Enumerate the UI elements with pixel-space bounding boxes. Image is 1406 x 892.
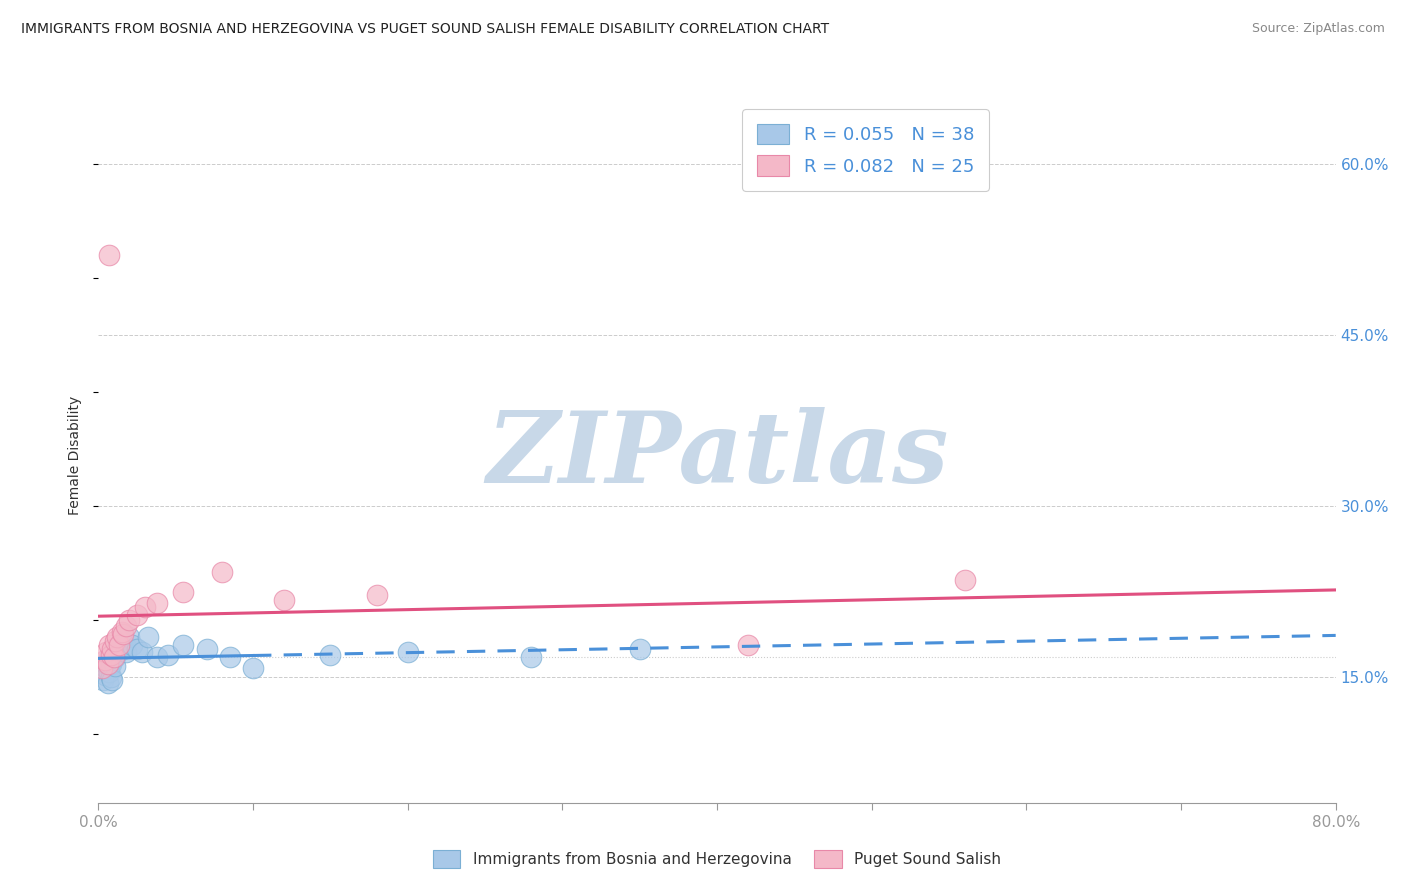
Point bbox=[953, 574, 976, 588]
Point bbox=[98, 665, 121, 679]
Point bbox=[131, 645, 153, 659]
Point bbox=[103, 648, 125, 662]
Point bbox=[103, 649, 125, 664]
Point bbox=[101, 641, 124, 656]
Point bbox=[104, 633, 127, 648]
Point bbox=[107, 639, 129, 653]
Text: IMMIGRANTS FROM BOSNIA AND HERZEGOVINA VS PUGET SOUND SALISH FEMALE DISABILITY C: IMMIGRANTS FROM BOSNIA AND HERZEGOVINA V… bbox=[21, 22, 830, 37]
Point bbox=[737, 639, 759, 653]
Point bbox=[90, 661, 112, 675]
Point bbox=[211, 566, 233, 580]
Legend: Immigrants from Bosnia and Herzegovina, Puget Sound Salish: Immigrants from Bosnia and Herzegovina, … bbox=[425, 842, 1010, 875]
Point bbox=[118, 613, 141, 627]
Point bbox=[100, 657, 122, 671]
Point bbox=[115, 645, 138, 659]
Point bbox=[173, 584, 195, 599]
Point bbox=[105, 631, 128, 645]
Point bbox=[93, 653, 115, 667]
Point bbox=[93, 668, 115, 682]
Point bbox=[157, 648, 180, 662]
Y-axis label: Female Disability: Female Disability bbox=[69, 395, 83, 515]
Point bbox=[115, 619, 138, 633]
Point bbox=[121, 639, 143, 653]
Point bbox=[146, 649, 169, 664]
Point bbox=[219, 649, 242, 664]
Point bbox=[111, 624, 134, 639]
Point bbox=[101, 673, 124, 687]
Point bbox=[127, 641, 149, 656]
Point bbox=[98, 639, 121, 653]
Point bbox=[366, 588, 388, 602]
Point bbox=[103, 645, 125, 659]
Point bbox=[112, 627, 135, 641]
Point bbox=[127, 607, 149, 622]
Point bbox=[104, 649, 127, 664]
Point bbox=[97, 657, 120, 671]
Point bbox=[112, 641, 135, 656]
Point bbox=[118, 631, 141, 645]
Point bbox=[134, 599, 156, 614]
Point bbox=[146, 596, 169, 610]
Point bbox=[114, 639, 136, 653]
Point bbox=[105, 641, 128, 656]
Point bbox=[98, 649, 121, 664]
Point bbox=[273, 592, 295, 607]
Point bbox=[108, 636, 131, 650]
Point bbox=[195, 641, 218, 656]
Point bbox=[96, 657, 118, 671]
Point bbox=[96, 645, 118, 659]
Point bbox=[97, 676, 120, 690]
Point bbox=[396, 645, 419, 659]
Point bbox=[100, 648, 122, 662]
Point bbox=[136, 631, 159, 645]
Point bbox=[100, 670, 122, 684]
Point bbox=[111, 633, 134, 648]
Point bbox=[98, 248, 121, 262]
Point bbox=[96, 661, 118, 675]
Point bbox=[104, 659, 127, 673]
Point bbox=[242, 661, 264, 675]
Point bbox=[91, 673, 114, 687]
Point bbox=[173, 639, 195, 653]
Point bbox=[520, 649, 543, 664]
Text: ZIPatlas: ZIPatlas bbox=[486, 407, 948, 503]
Point bbox=[107, 639, 129, 653]
Point bbox=[319, 648, 342, 662]
Point bbox=[628, 641, 651, 656]
Text: Source: ZipAtlas.com: Source: ZipAtlas.com bbox=[1251, 22, 1385, 36]
Point bbox=[101, 653, 124, 667]
Point bbox=[90, 665, 112, 679]
